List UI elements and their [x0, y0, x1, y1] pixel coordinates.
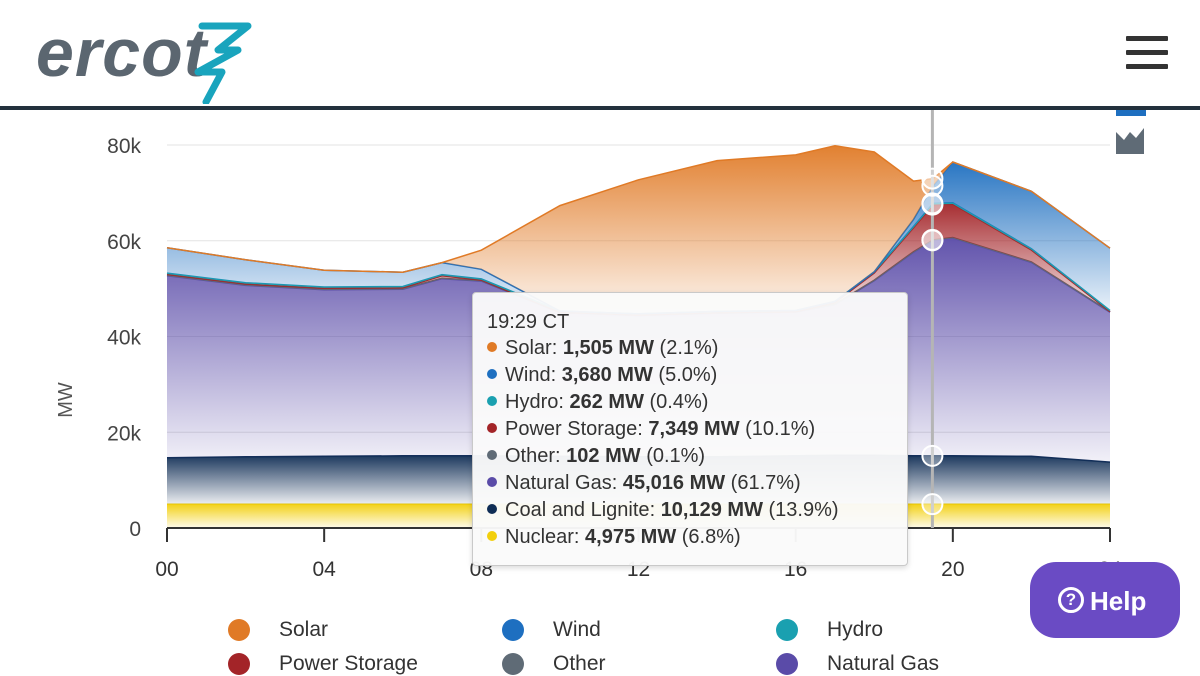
tooltip-series-name: Natural Gas	[505, 472, 612, 494]
series-dot-icon	[487, 449, 497, 460]
tooltip-series-percent: (0.4%)	[649, 391, 709, 413]
area-chart-icon[interactable]	[1116, 128, 1144, 154]
legend-marker-icon[interactable]	[776, 653, 798, 675]
series-dot-icon	[487, 422, 497, 433]
tooltip-row: Solar: 1,505 MW (2.1%)	[487, 337, 718, 360]
series-marker	[921, 167, 944, 190]
tooltip-series-name: Coal and Lignite	[505, 499, 650, 521]
tooltip-row: Hydro: 262 MW (0.4%)	[487, 391, 708, 414]
tooltip-time: 19:29 CT	[487, 311, 570, 333]
tooltip-series-value: 10,129 MW	[660, 499, 763, 521]
legend-item[interactable]: Power Storage	[279, 652, 418, 675]
series-dot-icon	[487, 530, 497, 541]
legend-marker-icon[interactable]	[228, 653, 250, 675]
legend-marker-icon[interactable]	[776, 619, 798, 641]
y-tick-label: 0	[129, 518, 141, 541]
chart-tooltip: 19:29 CT Solar: 1,505 MW (2.1%) Wind: 3,6…	[472, 292, 908, 566]
tooltip-series-percent: (6.8%)	[681, 526, 741, 548]
tooltip-row: Natural Gas: 45,016 MW (61.7%)	[487, 472, 801, 495]
x-tick-label: 00	[155, 558, 178, 581]
y-axis-label: MW	[55, 382, 77, 418]
legend-item[interactable]: Natural Gas	[827, 652, 940, 675]
series-dot-icon	[487, 503, 497, 514]
question-circle-icon: ?	[1058, 587, 1084, 613]
series-marker	[921, 192, 944, 215]
tooltip-series-name: Power Storage	[505, 418, 638, 440]
legend-item[interactable]: Other	[553, 652, 606, 675]
tooltip-series-percent: (2.1%)	[659, 337, 719, 359]
help-button-label: Help	[1090, 586, 1147, 616]
tooltip-series-name: Other	[505, 445, 556, 467]
header-divider	[0, 106, 1200, 110]
y-tick-label: 60k	[107, 231, 141, 254]
ercot-logo-text[interactable]: ercot	[36, 15, 208, 91]
y-tick-label: 80k	[107, 135, 141, 158]
area-series-solar[interactable]	[167, 145, 1110, 314]
tooltip-series-value: 7,349 MW	[648, 418, 740, 440]
tooltip-series-percent: (0.1%)	[646, 445, 706, 467]
tooltip-row: Other: 102 MW (0.1%)	[487, 445, 705, 468]
tooltip-series-name: Hydro	[505, 391, 559, 413]
y-tick-label: 20k	[107, 422, 141, 445]
hamburger-menu-icon[interactable]	[1126, 36, 1168, 72]
legend-item[interactable]: Solar	[279, 618, 329, 641]
tooltip-series-value: 45,016 MW	[622, 472, 726, 494]
area-series-wind[interactable]	[167, 162, 1110, 314]
tooltip-series-value: 4,975 MW	[585, 526, 677, 548]
x-tick-label: 20	[941, 558, 964, 581]
tooltip-series-name: Wind	[505, 364, 551, 386]
series-marker	[921, 228, 944, 251]
chart-type-icons	[1116, 110, 1146, 154]
chart-markers	[921, 110, 944, 528]
tooltip-series-value: 102 MW	[566, 445, 641, 467]
tooltip-row: Power Storage: 7,349 MW (10.1%)	[487, 418, 815, 441]
tooltip-series-value: 262 MW	[569, 391, 644, 413]
app-header: ercot	[0, 0, 1200, 108]
legend-item[interactable]: Hydro	[827, 618, 884, 641]
tooltip-series-percent: (5.0%)	[658, 364, 718, 386]
x-tick-label: 04	[312, 558, 336, 581]
tooltip-row: Coal and Lignite: 10,129 MW (13.9%)	[487, 499, 839, 522]
tooltip-series-name: Solar	[505, 337, 552, 359]
tooltip-series-percent: (13.9%)	[768, 499, 839, 521]
series-marker	[921, 444, 944, 467]
tooltip-series-value: 1,505 MW	[562, 337, 654, 359]
series-dot-icon	[487, 476, 497, 487]
y-tick-label: 40k	[107, 327, 141, 350]
series-marker	[921, 493, 944, 516]
tooltip-series-value: 3,680 MW	[561, 364, 653, 386]
tooltip-series-name: Nuclear	[505, 526, 574, 548]
ercot-logo-bolt-icon	[194, 22, 252, 104]
bar-chart-icon[interactable]	[1116, 110, 1146, 116]
tooltip-row: Nuclear: 4,975 MW (6.8%)	[487, 526, 741, 549]
legend-marker-icon[interactable]	[502, 653, 524, 675]
tooltip-series-percent: (61.7%)	[730, 472, 801, 494]
series-dot-icon	[487, 341, 497, 352]
help-button[interactable]: ? Help	[1030, 562, 1180, 638]
tooltip-series-percent: (10.1%)	[745, 418, 816, 440]
tooltip-row: Wind: 3,680 MW (5.0%)	[487, 364, 717, 387]
series-dot-icon	[487, 395, 497, 406]
series-marker	[921, 174, 944, 197]
legend-marker-icon[interactable]	[502, 619, 524, 641]
series-dot-icon	[487, 368, 497, 379]
legend-marker-icon[interactable]	[228, 619, 250, 641]
legend-item[interactable]: Wind	[553, 618, 601, 641]
